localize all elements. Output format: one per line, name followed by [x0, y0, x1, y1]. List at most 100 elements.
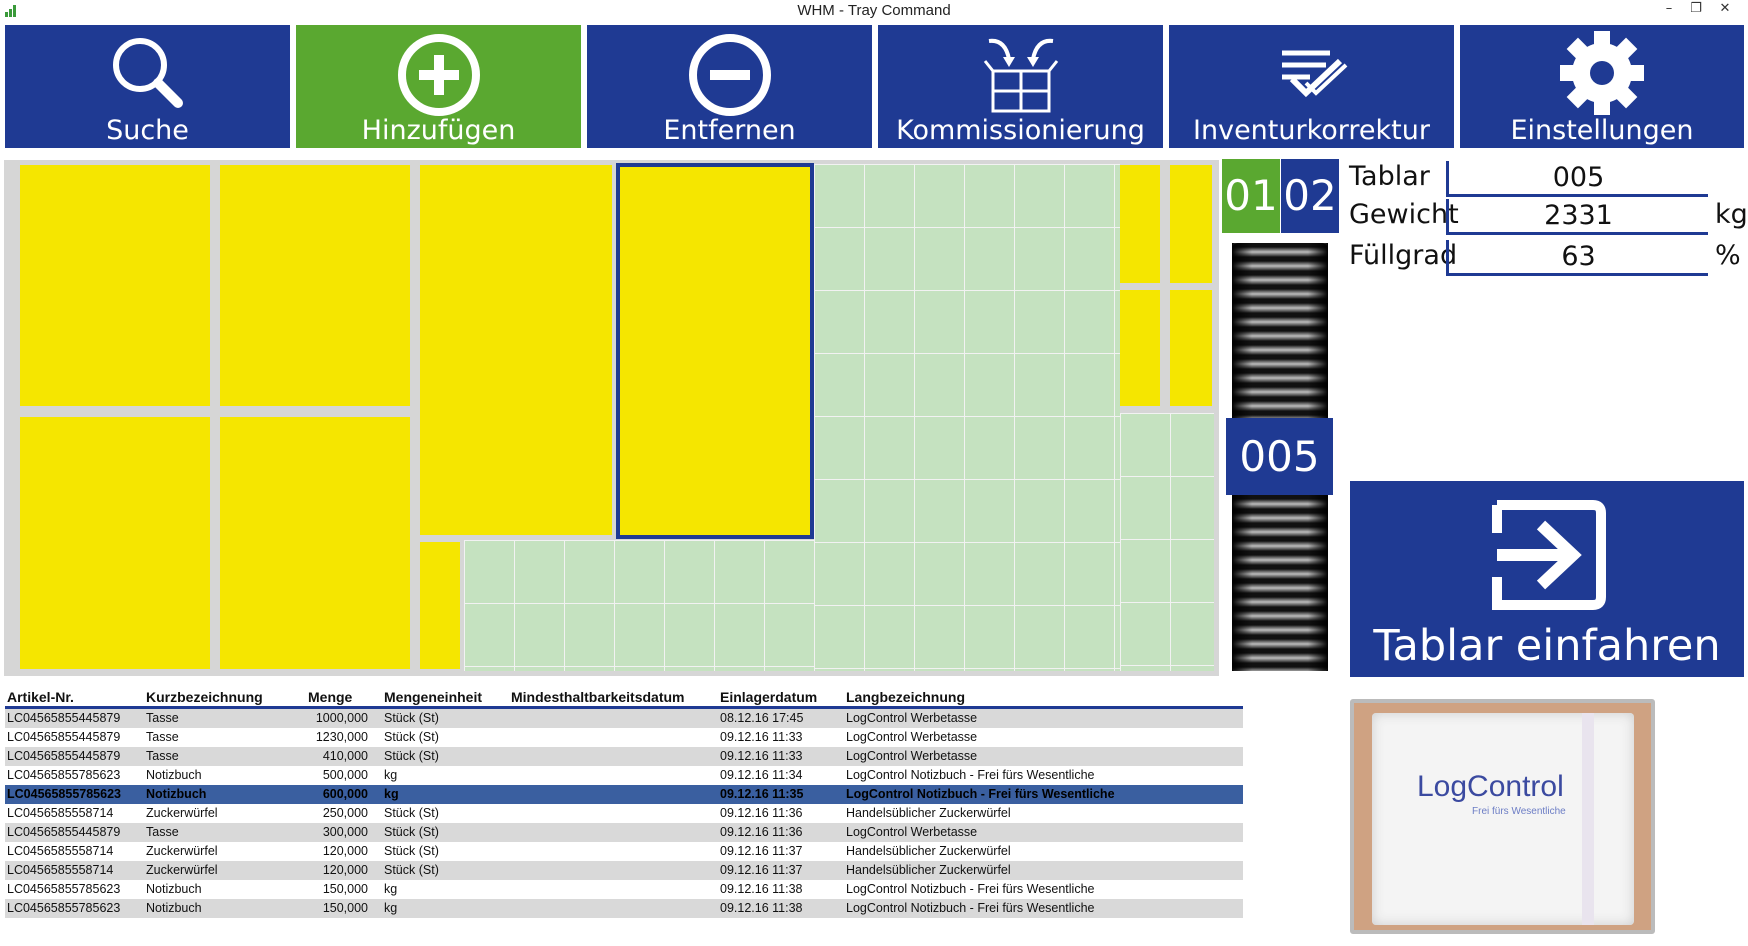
table-cell: Tasse [146, 749, 179, 763]
table-body: LC04565855445879 Tasse 1000,000 Stück (St) 0… [5, 709, 1243, 918]
tab-tray-02[interactable]: 02 [1281, 159, 1339, 233]
store-tray-button-label: Tablar einfahren [1373, 621, 1721, 671]
table-row[interactable]: LC0456585558714 Zuckerwürfel 120,000 Stück … [5, 861, 1243, 880]
remove-button[interactable]: Entfernen [587, 25, 872, 148]
free-area [1120, 413, 1214, 671]
table-cell: Stück (St) [384, 825, 439, 839]
table-row[interactable]: LC04565855445879 Tasse 300,000 Stück (St) 09… [5, 823, 1243, 842]
picking-icon [983, 38, 1058, 113]
product-photo: LogControl Frei fürs Wesentliche [1350, 699, 1655, 934]
table-cell: Tasse [146, 711, 179, 725]
table-row[interactable]: LC04565855445879 Tasse 1230,000 Stück (St) 0… [5, 728, 1243, 747]
column-header[interactable]: Einlagerdatum [720, 689, 818, 705]
article-table: Artikel-Nr. Kurzbezeichnung Menge Mengen… [5, 689, 1243, 918]
tray-slot[interactable] [20, 165, 210, 406]
settings-button[interactable]: Einstellungen [1460, 25, 1744, 148]
tray-slot[interactable] [1170, 165, 1212, 283]
table-cell: kg [384, 882, 398, 896]
tray-slot[interactable] [420, 542, 460, 669]
table-cell: 09.12.16 11:34 [720, 768, 803, 782]
fuellgrad-value: 63 [1446, 240, 1708, 276]
column-header[interactable]: Mengeneinheit [384, 689, 483, 705]
tray-slot[interactable] [220, 165, 410, 406]
tray-slot[interactable] [1120, 290, 1160, 406]
gewicht-label: Gewicht [1349, 199, 1459, 230]
table-cell: LC0456585558714 [7, 806, 114, 820]
table-cell: Tasse [146, 825, 179, 839]
fuellgrad-field: Füllgrad 63 % [1349, 240, 1744, 278]
tab-tray-01[interactable]: 01 [1222, 159, 1280, 233]
table-row[interactable]: LC04565855445879 Tasse 1000,000 Stück (St) 0… [5, 709, 1243, 728]
picking-button[interactable]: Kommissionierung [878, 25, 1163, 148]
table-row[interactable]: LC04565855785623 Notizbuch 150,000 kg 09.12.… [5, 880, 1243, 899]
table-cell: LogControl Werbetasse [846, 730, 978, 744]
table-cell: LogControl Werbetasse [846, 749, 978, 763]
fuellgrad-label: Füllgrad [1349, 240, 1458, 271]
table-cell: Notizbuch [146, 787, 207, 801]
table-cell: Handelsüblicher Zuckerwürfel [846, 806, 1011, 820]
table-cell: 120,000 [322, 844, 368, 858]
inventory-correction-button[interactable]: Inventurkorrektur [1169, 25, 1454, 148]
tray-slot[interactable] [420, 165, 612, 535]
table-cell: LC0456585558714 [7, 863, 114, 877]
close-button[interactable]: ✕ [1719, 1, 1731, 16]
table-header: Artikel-Nr. Kurzbezeichnung Menge Mengen… [5, 689, 1243, 709]
table-cell: 08.12.16 17:45 [720, 711, 804, 725]
table-row[interactable]: LC04565855445879 Tasse 410,000 Stück (St) 09… [5, 747, 1243, 766]
remove-button-label: Entfernen [663, 115, 796, 146]
tray-slot[interactable] [220, 417, 410, 669]
table-cell: 09.12.16 11:35 [720, 787, 804, 801]
table-cell: LC04565855785623 [7, 901, 121, 915]
table-cell: LC04565855445879 [7, 825, 121, 839]
tray-slot[interactable] [20, 417, 210, 669]
table-row[interactable]: LC0456585558714 Zuckerwürfel 120,000 Stück … [5, 842, 1243, 861]
store-tray-button[interactable]: Tablar einfahren [1350, 481, 1744, 677]
arrow-right-box-icon [1492, 500, 1606, 610]
fuellgrad-unit: % [1715, 240, 1741, 271]
tray-slot[interactable] [1120, 165, 1160, 283]
table-cell: Notizbuch [146, 901, 202, 915]
table-cell: kg [384, 768, 398, 782]
photo-brand: LogControl [1417, 770, 1564, 803]
table-row-selected[interactable]: LC04565855785623 Notizbuch 600,000 kg 09.12.… [5, 785, 1243, 804]
search-icon [112, 38, 183, 108]
tray-slot-selected[interactable] [616, 163, 814, 539]
restore-button[interactable]: ❐ [1690, 1, 1702, 16]
add-button[interactable]: Hinzufügen [296, 25, 581, 148]
table-cell: 09.12.16 11:36 [720, 806, 803, 820]
minimize-button[interactable]: – [1665, 1, 1673, 16]
window-title: WHM - Tray Command [797, 2, 951, 19]
table-cell: LC04565855445879 [7, 730, 121, 744]
table-cell: Zuckerwürfel [146, 806, 218, 820]
photo-slogan: Frei fürs Wesentliche [1472, 806, 1566, 817]
table-cell: Stück (St) [384, 711, 439, 725]
search-button-label: Suche [106, 115, 189, 146]
column-header[interactable]: Menge [308, 689, 353, 705]
column-header[interactable]: Kurzbezeichnung [146, 689, 263, 705]
gewicht-unit: kg [1715, 199, 1748, 230]
inventory-correction-button-label: Inventurkorrektur [1193, 115, 1430, 146]
remove-circle-icon [688, 34, 771, 116]
table-cell: LogControl Notizbuch - Frei fürs Wesentl… [846, 882, 1095, 896]
tablar-field: Tablar 005 [1349, 161, 1744, 199]
table-cell: LC04565855785623 [7, 882, 121, 896]
table-row[interactable]: LC0456585558714 Zuckerwürfel 250,000 Stück … [5, 804, 1243, 823]
table-cell: 150,000 [322, 901, 368, 915]
table-row[interactable]: LC04565855785623 Notizbuch 150,000 kg 09.12.… [5, 899, 1243, 918]
add-circle-icon [397, 34, 480, 116]
table-cell: kg [384, 787, 399, 801]
table-cell: LogControl Werbetasse [846, 825, 978, 839]
column-header[interactable]: Mindesthaltbarkeitsdatum [511, 689, 685, 705]
checklist-icon [1281, 50, 1347, 98]
column-header[interactable]: Langbezeichnung [846, 689, 965, 705]
tray-layout [4, 160, 1219, 676]
tower-tray-badge: 005 [1226, 418, 1333, 495]
tray-slot[interactable] [1170, 290, 1212, 406]
tablar-label: Tablar [1349, 161, 1430, 192]
column-header[interactable]: Artikel-Nr. [7, 689, 74, 705]
search-button[interactable]: Suche [5, 25, 290, 148]
table-cell: LC04565855445879 [7, 711, 121, 725]
table-cell: LogControl Notizbuch - Frei fürs Wesentl… [846, 768, 1095, 782]
table-row[interactable]: LC04565855785623 Notizbuch 500,000 kg 09.12.… [5, 766, 1243, 785]
table-cell: 1230,000 [315, 730, 368, 744]
